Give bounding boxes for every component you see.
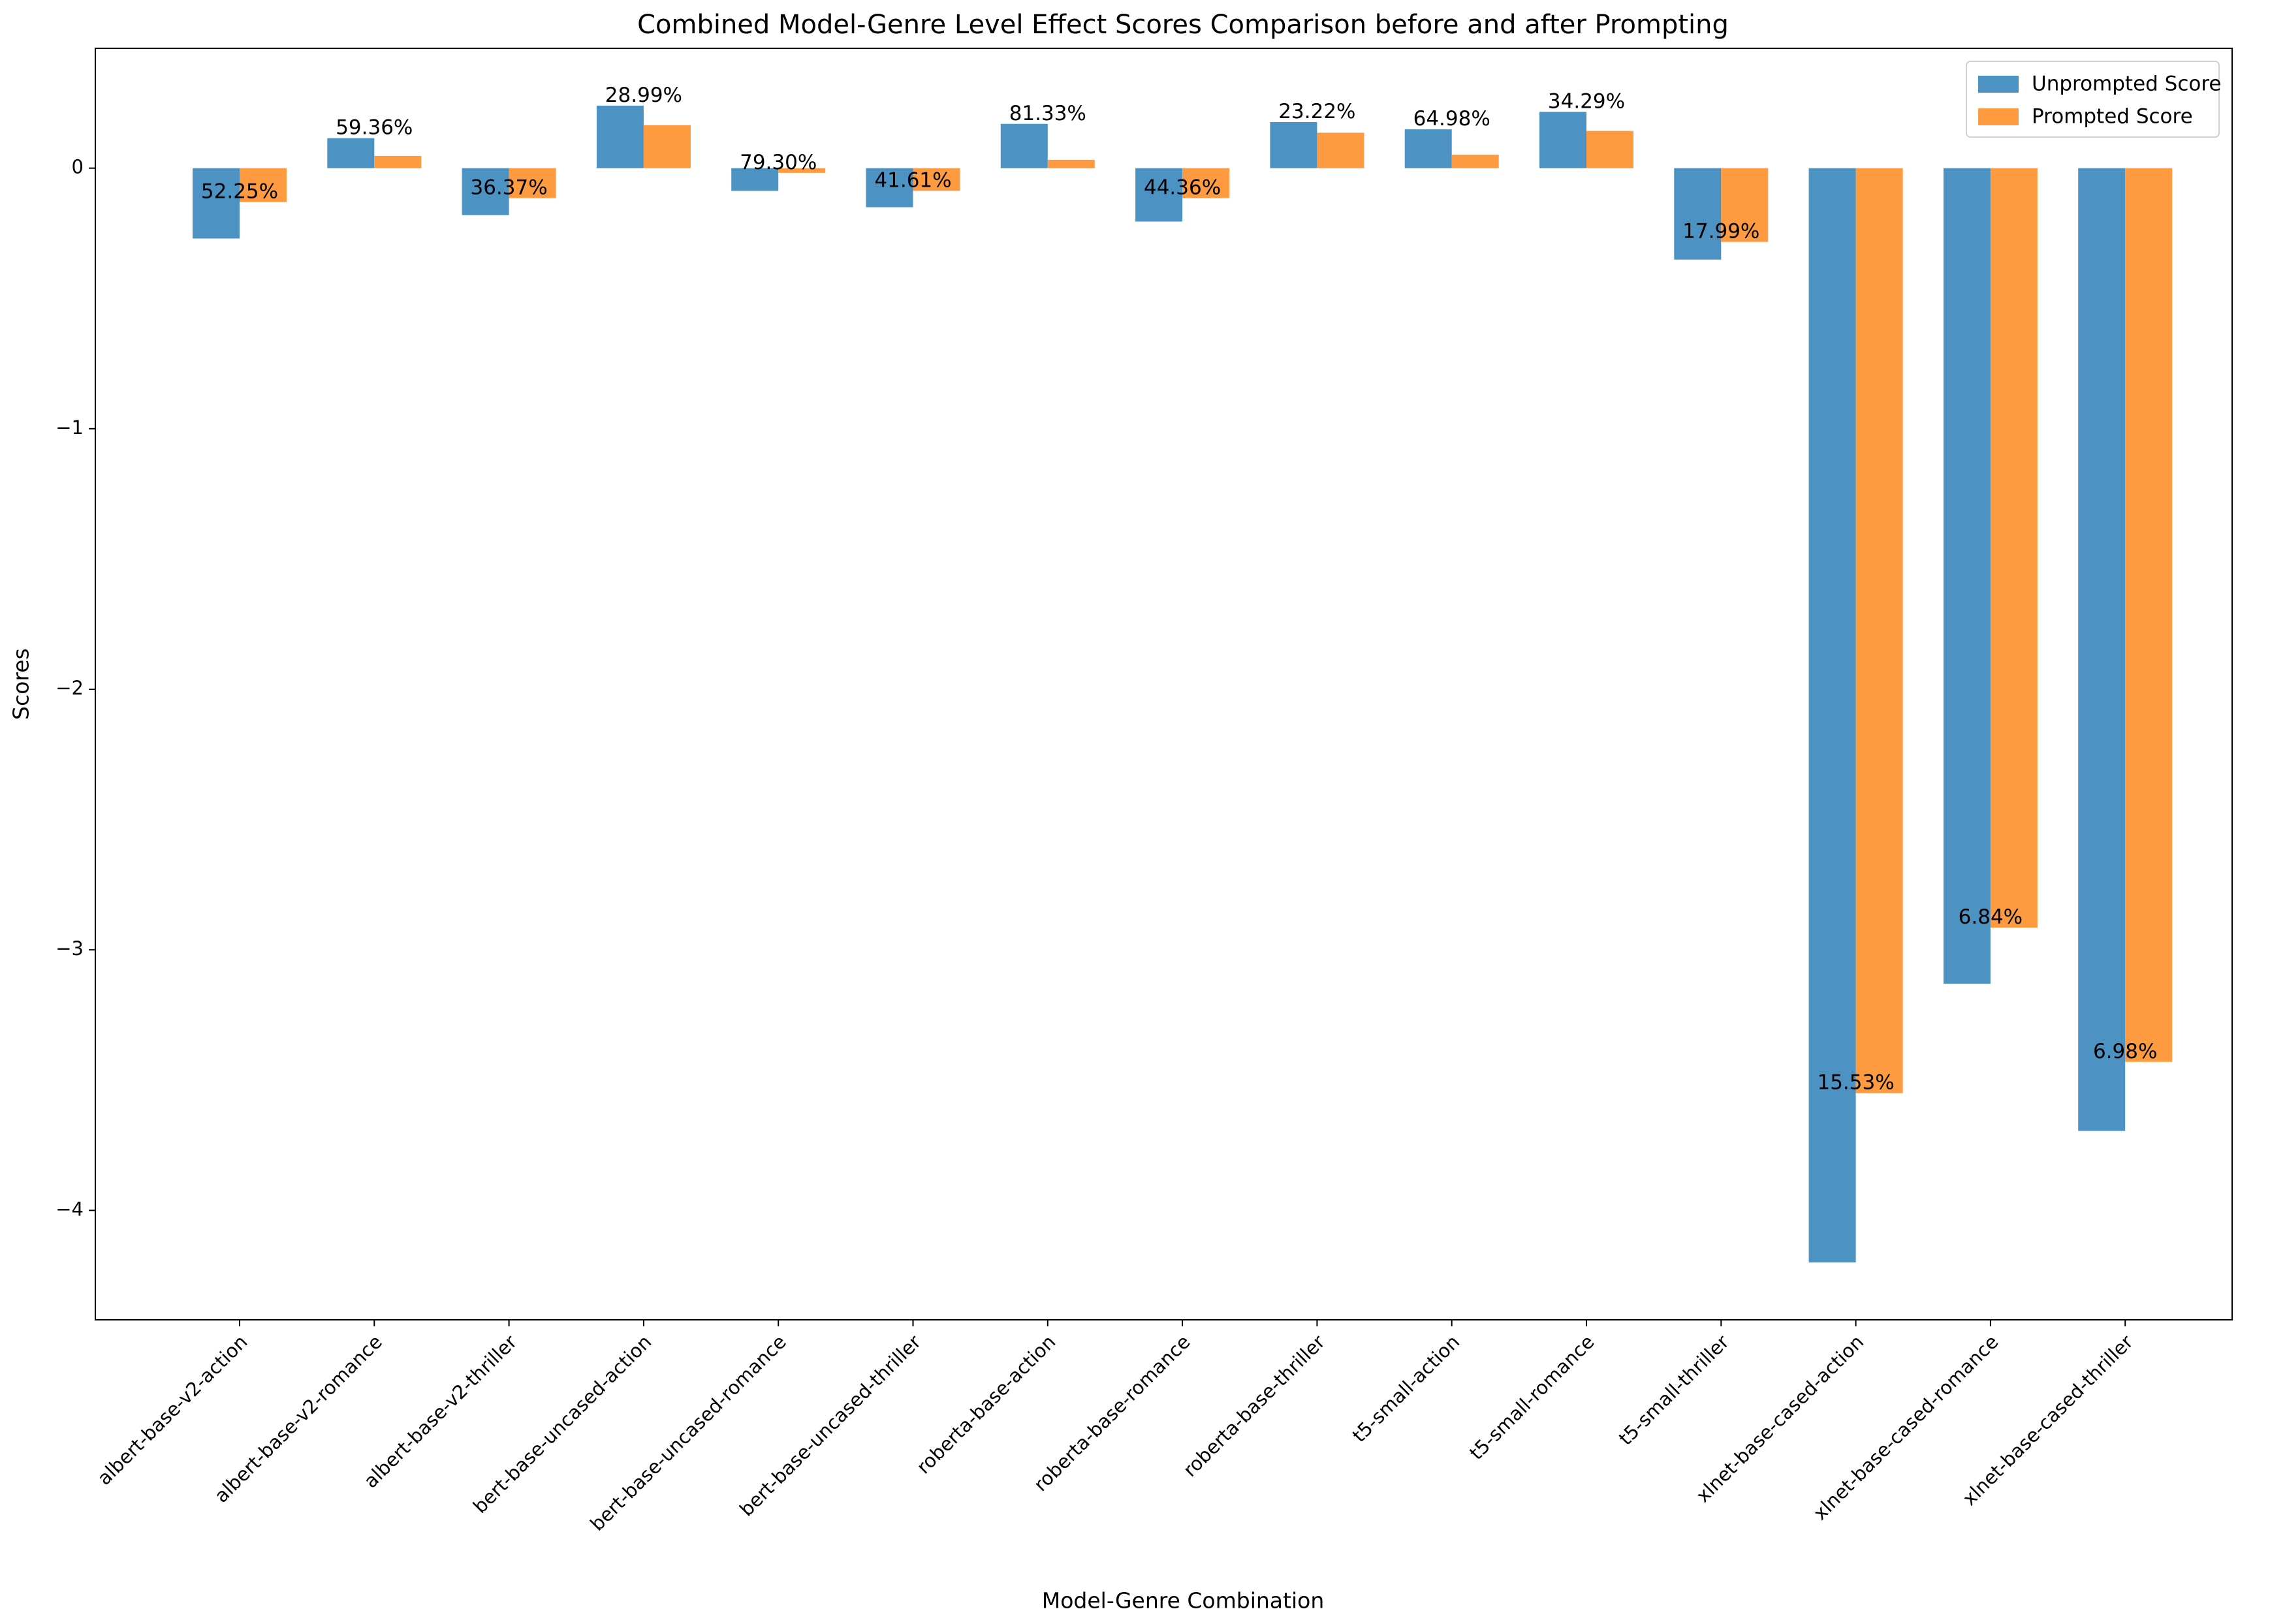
- bar: [1317, 133, 1364, 168]
- bar: [731, 168, 779, 191]
- y-tick-label: −1: [55, 416, 84, 439]
- bar-annotation: 34.29%: [1548, 89, 1625, 113]
- x-tick-label: roberta-base-thriller: [1178, 1331, 1329, 1482]
- bar: [1808, 168, 1856, 1263]
- y-tick-label: −2: [55, 677, 84, 699]
- bar: [1404, 129, 1452, 168]
- bar: [374, 155, 422, 168]
- bar-annotation: 64.98%: [1413, 107, 1490, 131]
- y-tick-label: 0: [72, 156, 84, 178]
- bar: [2078, 168, 2126, 1131]
- bar-annotation: 28.99%: [605, 84, 682, 107]
- x-tick-label: roberta-base-romance: [1030, 1331, 1195, 1496]
- bar: [2125, 168, 2173, 1062]
- plot-frame: [95, 48, 2233, 1320]
- bar: [1451, 154, 1499, 168]
- y-tick-label: −3: [55, 937, 84, 960]
- bar: [1182, 168, 1230, 198]
- legend-label: Unprompted Score: [2032, 72, 2222, 96]
- bar: [509, 168, 556, 198]
- bar: [1047, 159, 1095, 168]
- chart-title: Combined Model-Genre Level Effect Scores…: [637, 10, 1729, 40]
- x-tick-label: albert-base-v2-thriller: [359, 1331, 521, 1493]
- bar-annotation: 59.36%: [336, 116, 413, 140]
- bar: [913, 168, 960, 191]
- bar: [1000, 123, 1048, 168]
- legend-swatch: [1978, 108, 2019, 125]
- bar: [327, 138, 375, 168]
- bar: [462, 168, 509, 215]
- legend-box: [1966, 61, 2220, 138]
- bar: [1855, 168, 1903, 1093]
- bar-annotation: 23.22%: [1278, 100, 1355, 123]
- bar-annotation: 44.36%: [1144, 176, 1221, 200]
- bar: [643, 125, 691, 168]
- x-tick-label: t5-small-romance: [1465, 1331, 1599, 1465]
- bar: [1270, 121, 1317, 168]
- x-tick-label: roberta-base-action: [912, 1331, 1060, 1478]
- y-axis-title: Scores: [8, 648, 34, 720]
- x-tick-label: t5-small-thriller: [1615, 1331, 1733, 1450]
- bar-annotation: 52.25%: [201, 180, 278, 204]
- bar: [1721, 168, 1769, 242]
- bar: [1586, 131, 1633, 168]
- bar: [778, 168, 826, 173]
- bar-annotation: 6.84%: [1959, 905, 2023, 929]
- bar: [866, 168, 913, 208]
- legend-label: Prompted Score: [2032, 105, 2193, 129]
- bar: [1135, 168, 1183, 222]
- x-tick-label: t5-small-action: [1348, 1331, 1464, 1447]
- bar: [596, 105, 644, 168]
- bar-annotation: 81.33%: [1009, 102, 1086, 125]
- bar: [1990, 168, 2038, 928]
- legend-swatch: [1978, 76, 2019, 93]
- bar: [240, 168, 287, 202]
- bar-annotation: 41.61%: [874, 168, 951, 192]
- bar: [1943, 168, 1991, 984]
- bar: [1539, 112, 1586, 168]
- x-axis-title: Model-Genre Combination: [1042, 1588, 1324, 1614]
- bar-annotation: 15.53%: [1817, 1071, 1894, 1095]
- bar: [1674, 168, 1722, 260]
- bar-annotation: 79.30%: [740, 151, 817, 174]
- bar: [193, 168, 240, 239]
- bar-annotation: 17.99%: [1682, 220, 1759, 243]
- y-tick-label: −4: [55, 1198, 84, 1220]
- bar-annotation: 6.98%: [2093, 1040, 2157, 1063]
- x-tick-label: albert-base-v2-action: [93, 1331, 251, 1490]
- bar-annotation: 36.37%: [470, 176, 547, 200]
